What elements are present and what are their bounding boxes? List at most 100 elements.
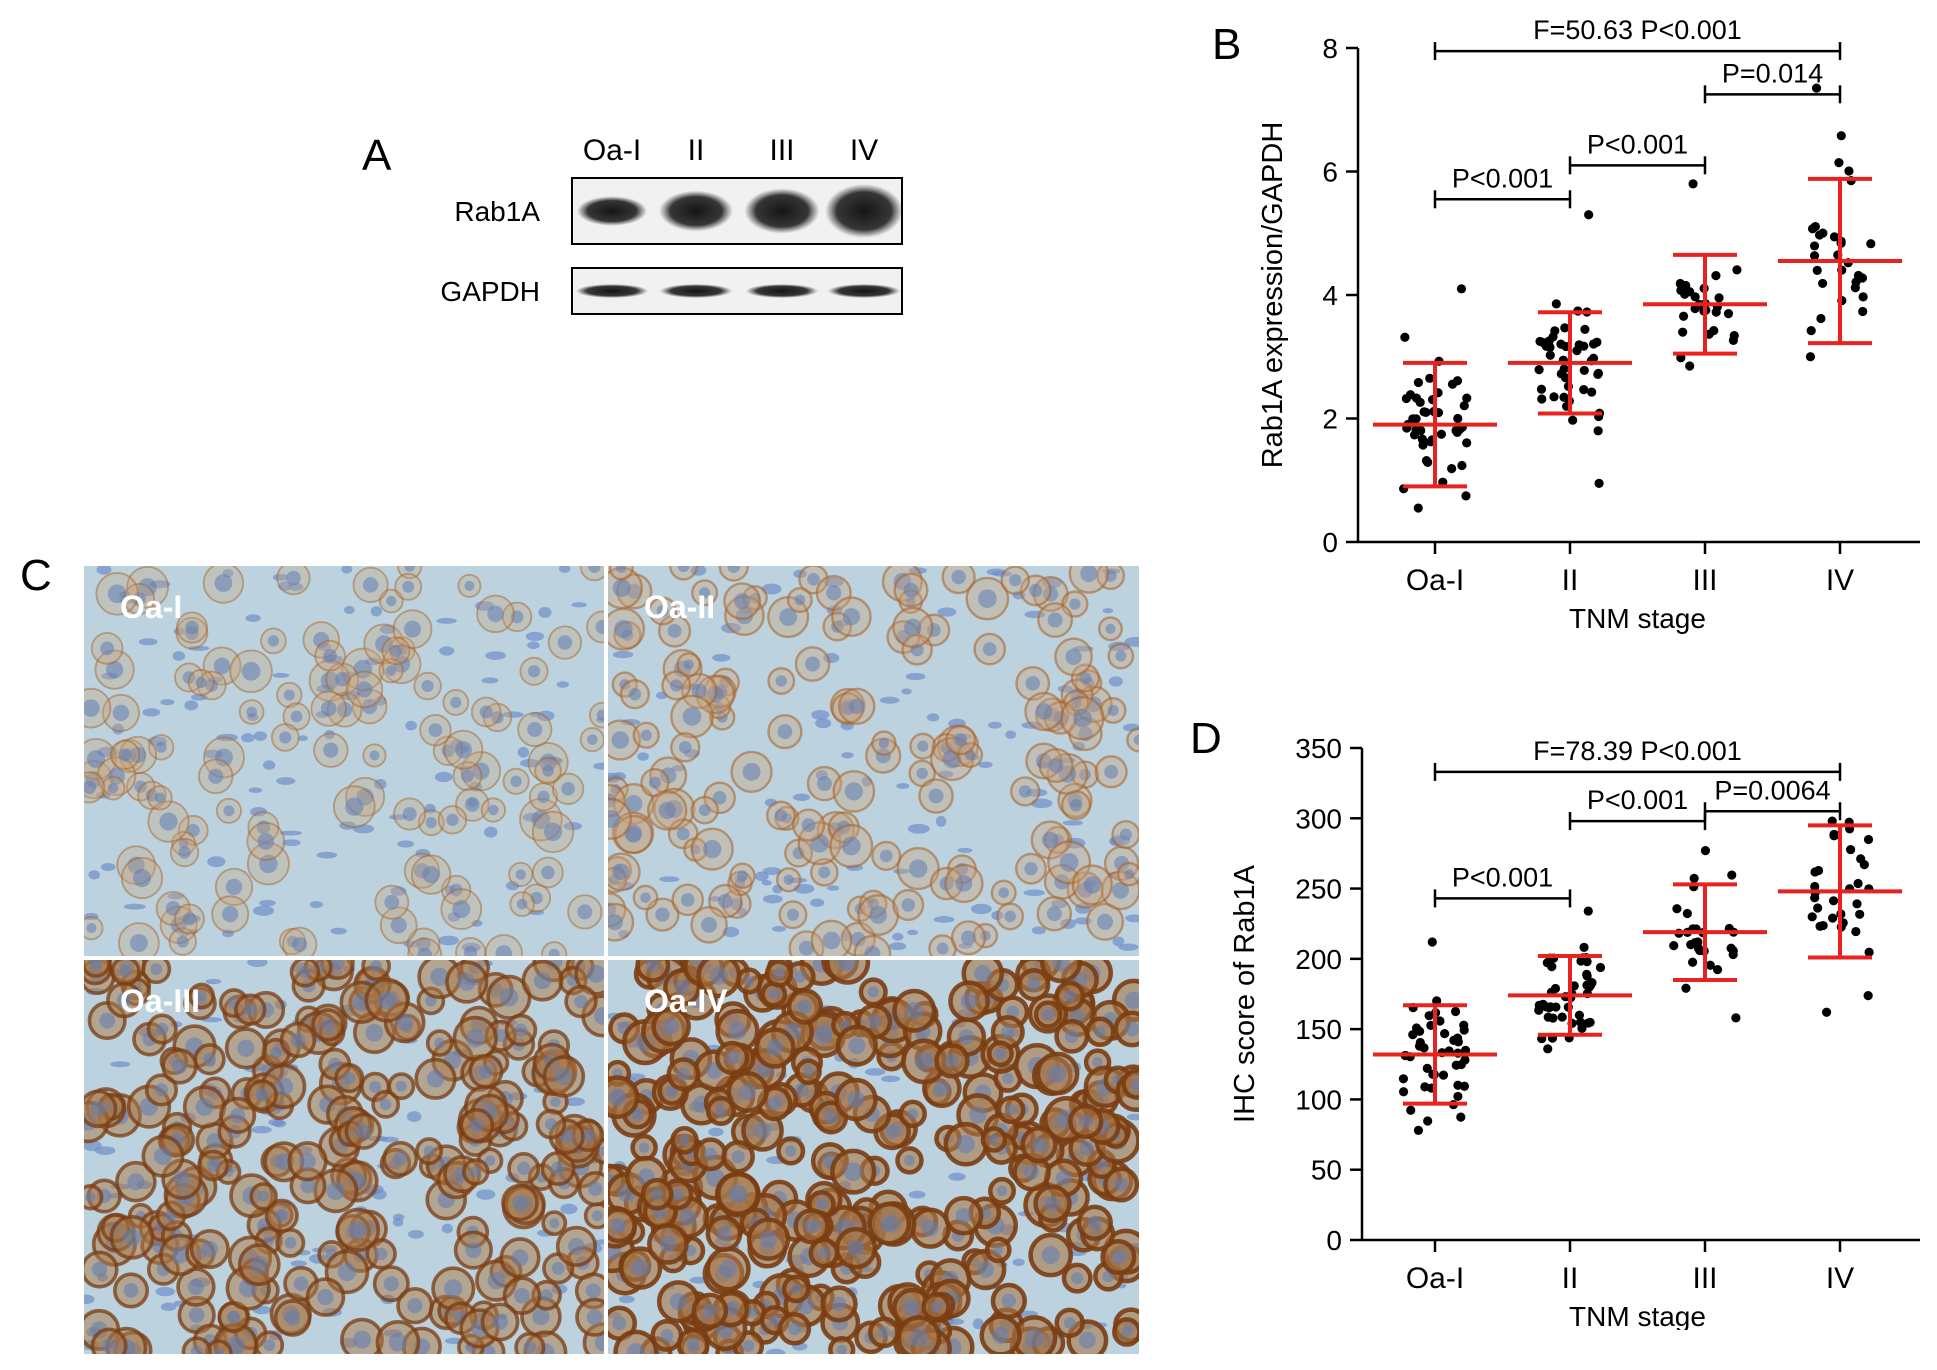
ihc-cell-nucleus bbox=[182, 912, 196, 926]
ihc-nucleus bbox=[520, 758, 541, 768]
ihc-cell-nucleus bbox=[766, 1039, 784, 1057]
ihc-cell-nucleus bbox=[977, 1261, 994, 1278]
ihc-cell-nucleus bbox=[588, 1181, 603, 1196]
ihc-nucleus bbox=[937, 607, 957, 617]
data-point bbox=[1680, 287, 1690, 298]
ihc-cell-nucleus bbox=[703, 839, 722, 859]
ihc-cell-nucleus bbox=[804, 1219, 819, 1234]
ihc-cell-nucleus bbox=[395, 1080, 407, 1092]
data-point bbox=[1534, 365, 1544, 375]
ihc-cell-nucleus bbox=[786, 908, 799, 921]
ihc-nucleus bbox=[379, 624, 396, 634]
ihc-cell-nucleus bbox=[960, 992, 978, 1010]
data-point bbox=[1461, 491, 1471, 501]
ihc-cell-nucleus bbox=[993, 1244, 1004, 1255]
significance-label: P=0.0064 bbox=[1714, 775, 1830, 805]
ihc-nucleus bbox=[250, 807, 267, 817]
ihc-cell-nucleus bbox=[1124, 991, 1139, 1010]
ihc-cell-nucleus bbox=[769, 1314, 781, 1326]
ihc-cell-nucleus bbox=[539, 753, 557, 772]
ihc-cell-nucleus bbox=[650, 1187, 664, 1201]
ihc-cell-nucleus bbox=[905, 596, 916, 607]
ihc-cell-nucleus bbox=[878, 737, 890, 749]
data-point bbox=[1690, 292, 1700, 302]
data-point bbox=[1712, 965, 1723, 975]
ihc-cell-nucleus bbox=[362, 577, 379, 593]
ihc-cell-nucleus bbox=[625, 826, 642, 843]
ihc-cell-nucleus bbox=[816, 1198, 827, 1210]
ihc-tile-label: Oa-I bbox=[120, 589, 182, 625]
data-point bbox=[1857, 273, 1868, 283]
ihc-cell-nucleus bbox=[656, 605, 669, 618]
ihc-cell-nucleus bbox=[540, 1289, 553, 1302]
ihc-cell-nucleus bbox=[679, 1208, 697, 1226]
ihc-cell-nucleus bbox=[596, 709, 604, 721]
ihc-nucleus bbox=[405, 720, 417, 731]
ihc-nucleus bbox=[222, 929, 234, 938]
ihc-cell-nucleus bbox=[1087, 1215, 1102, 1230]
ihc-nucleus bbox=[1051, 899, 1068, 909]
ihc-cell bbox=[1126, 727, 1139, 753]
ihc-cell-nucleus bbox=[457, 973, 476, 991]
ihc-cell-nucleus bbox=[1079, 672, 1092, 685]
ihc-cell-nucleus bbox=[909, 1328, 928, 1347]
wb-band bbox=[659, 284, 733, 298]
ihc-cell-nucleus bbox=[407, 1298, 423, 1314]
ihc-cell-nucleus bbox=[768, 989, 779, 1000]
ihc-cell-nucleus bbox=[907, 1108, 919, 1120]
ihc-cell-nucleus bbox=[817, 776, 832, 792]
x-axis-label: TNM stage bbox=[1569, 1301, 1706, 1330]
ihc-cell-nucleus bbox=[1063, 990, 1076, 1003]
ihc-nucleus bbox=[537, 710, 555, 722]
ihc-cell-nucleus bbox=[321, 1018, 335, 1032]
ihc-cell-nucleus bbox=[699, 587, 711, 599]
ihc-cell-nucleus bbox=[107, 767, 125, 785]
ihc-cell-nucleus bbox=[256, 820, 271, 835]
ihc-nucleus bbox=[637, 752, 649, 761]
data-point bbox=[1594, 478, 1604, 488]
ihc-cell-nucleus bbox=[421, 680, 434, 693]
ihc-nucleus bbox=[397, 840, 415, 848]
ihc-cell-nucleus bbox=[375, 635, 393, 653]
data-point bbox=[1810, 867, 1820, 877]
ihc-cell-nucleus bbox=[383, 1276, 399, 1292]
ihc-cell-nucleus bbox=[850, 931, 866, 947]
data-point bbox=[1852, 899, 1862, 909]
ihc-cell-nucleus bbox=[581, 1128, 595, 1143]
ihc-cell-nucleus bbox=[844, 782, 863, 801]
ihc-nucleus bbox=[560, 1203, 578, 1215]
ihc-nucleus bbox=[389, 814, 408, 820]
data-point bbox=[1853, 878, 1863, 889]
ihc-cell-nucleus bbox=[541, 865, 555, 880]
data-point bbox=[1424, 1011, 1434, 1021]
ihc-nucleus bbox=[155, 1286, 175, 1297]
ihc-cell-nucleus bbox=[461, 769, 474, 783]
ihc-cell-nucleus bbox=[797, 999, 813, 1014]
ihc-cell-nucleus bbox=[178, 846, 191, 859]
y-tick-label: 0 bbox=[1326, 1225, 1342, 1256]
ihc-cell-nucleus bbox=[434, 1037, 446, 1049]
data-point bbox=[1681, 983, 1691, 993]
data-point bbox=[1588, 339, 1599, 349]
ihc-cell-nucleus bbox=[836, 1344, 847, 1354]
ihc-cell-nucleus bbox=[743, 975, 755, 987]
ihc-cell-nucleus bbox=[250, 1255, 269, 1274]
ihc-cell-nucleus bbox=[388, 1333, 408, 1352]
ihc-nucleus bbox=[1031, 926, 1046, 935]
panel-letter-a: A bbox=[362, 131, 392, 180]
data-point bbox=[1689, 873, 1699, 883]
ihc-nucleus bbox=[563, 822, 583, 831]
data-point bbox=[1836, 131, 1846, 141]
ihc-cell-nucleus bbox=[702, 1303, 718, 1319]
x-axis-label: TNM stage bbox=[1569, 603, 1706, 634]
ihc-cell-nucleus bbox=[785, 1145, 797, 1157]
data-point bbox=[1556, 369, 1566, 379]
ihc-cell-nucleus bbox=[129, 934, 148, 953]
data-point bbox=[1821, 1007, 1832, 1017]
ihc-cell-nucleus bbox=[1009, 574, 1022, 587]
ihc-cell-nucleus bbox=[1072, 708, 1092, 728]
ihc-cell-nucleus bbox=[214, 574, 233, 592]
ihc-cell-nucleus bbox=[831, 1296, 847, 1312]
ihc-cell-nucleus bbox=[379, 1098, 392, 1111]
data-point bbox=[1711, 270, 1721, 281]
